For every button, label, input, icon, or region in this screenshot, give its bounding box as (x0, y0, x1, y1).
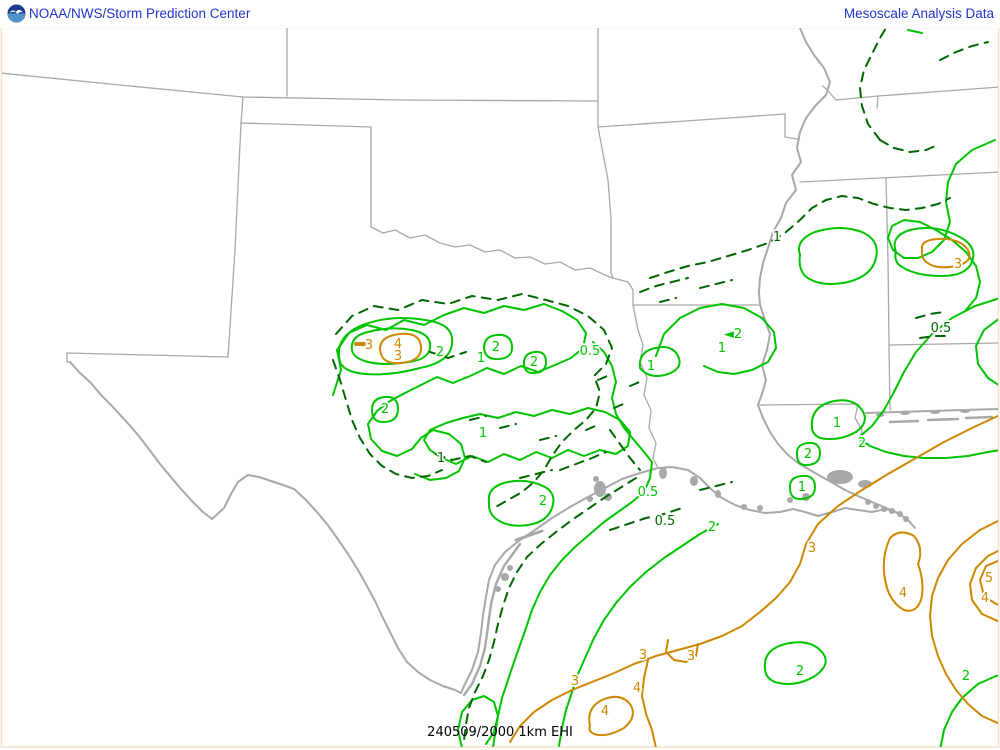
contour-label: 3 (571, 674, 579, 689)
contour-label: 1 (773, 230, 781, 245)
contour-label: 3 (394, 349, 402, 364)
map-frame (0, 26, 1000, 748)
contour-label: 0.5 (931, 321, 952, 336)
contour-label: 2 (381, 402, 389, 417)
contour-label: 2 (530, 355, 538, 370)
contour-label: 4 (394, 337, 402, 352)
contour-label: 1 (718, 341, 726, 356)
contour-label: 1 (479, 426, 487, 441)
contour-label: 3 (808, 541, 816, 556)
contour-label: 1 (647, 359, 655, 374)
site-title: NOAA/NWS/Storm Prediction Center (29, 6, 251, 21)
contour-label: 1 (798, 480, 806, 495)
contour-label: 3 (639, 648, 647, 663)
contour-label: 1 (833, 416, 841, 431)
contour-label: 0.5 (580, 344, 601, 359)
contour-label: 2 (804, 447, 812, 462)
contour-label: 1 (477, 351, 485, 366)
page-title: Mesoscale Analysis Data (843, 6, 994, 21)
state-borders (2, 28, 998, 469)
contours-green-dashed (332, 28, 989, 741)
contour-label: 4 (633, 681, 641, 696)
noaa-logo-icon (7, 4, 26, 23)
contour-label: 2 (539, 494, 547, 509)
contour-label: 0.5 (655, 514, 676, 529)
contour-label: 2 (796, 664, 804, 679)
contour-label: 3 (687, 649, 695, 664)
contours-orange (354, 237, 998, 747)
contour-label: 0.5 (638, 485, 659, 500)
contour-label: 2 (436, 345, 444, 360)
contour-label: 2 (858, 436, 866, 451)
contour-label: 3 (365, 338, 373, 353)
contour-label: 5 (985, 571, 993, 586)
contour-label: 4 (981, 591, 989, 606)
contour-label: 2 (708, 520, 716, 535)
contour-label: 2 (492, 340, 500, 355)
contour-label: 4 (601, 704, 609, 719)
contours-green-solid (332, 29, 998, 747)
header: NOAA/NWS/Storm Prediction Center Mesosca… (0, 0, 1000, 28)
contour-label: 3 (954, 257, 962, 272)
map-caption: 240509/2000 1km EHI (427, 725, 573, 740)
contour-label: ◄2 (724, 327, 742, 342)
contour-label: 4 (899, 586, 907, 601)
contour-label: 1 (437, 451, 445, 466)
contour-label: 2 (962, 669, 970, 684)
